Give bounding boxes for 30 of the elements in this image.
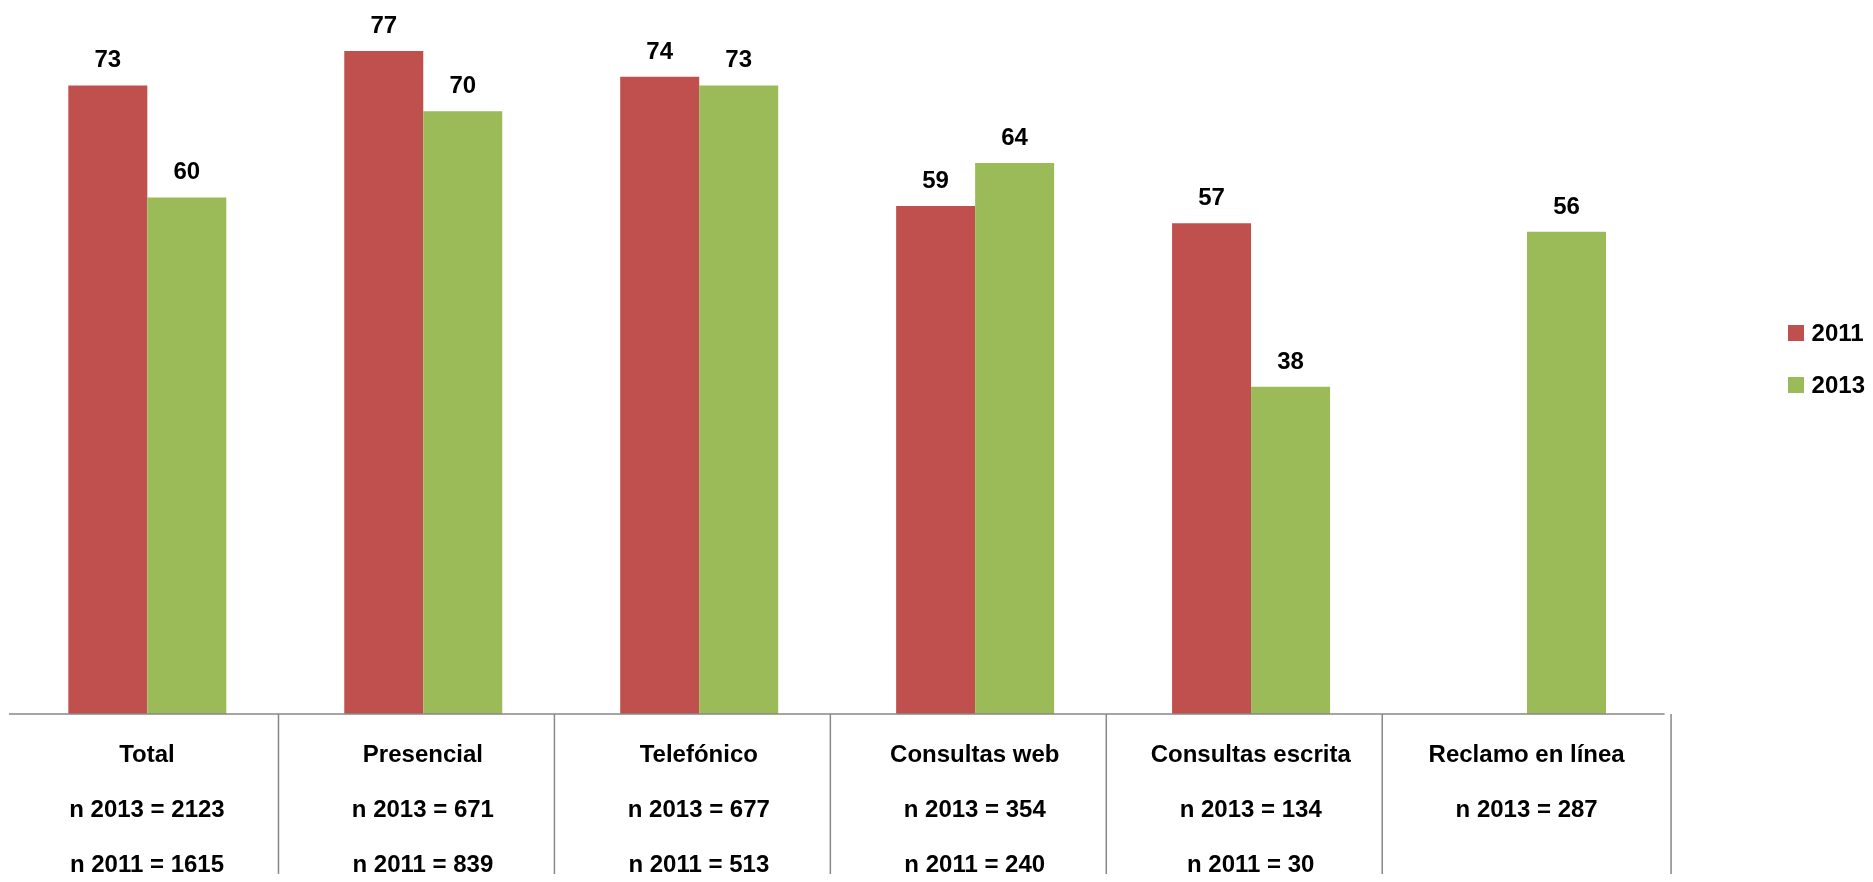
x-tick-label: Total n 2013 = 2123 n 2011 = 1615 [69, 740, 225, 877]
data-label: 59 [922, 165, 949, 193]
bar [620, 76, 700, 714]
data-label: 70 [449, 71, 477, 99]
data-label: 60 [173, 157, 201, 185]
x-tick-label: Presencial n 2013 = 671 n 2011 = 839 [351, 740, 494, 877]
data-label: 57 [1198, 183, 1225, 211]
bar [147, 197, 227, 714]
legend-label: 2013 [1811, 371, 1865, 399]
data-label: 77 [370, 11, 398, 38]
data-label: 56 [1553, 191, 1580, 219]
bar [699, 85, 779, 714]
data-label: 64 [1001, 122, 1029, 150]
bar [975, 162, 1055, 714]
x-tick-label: Consultas web n 2013 = 354 n 2011 = 240 [890, 740, 1060, 877]
bar [68, 85, 148, 714]
data-label: 74 [646, 36, 674, 64]
bar [344, 51, 424, 714]
x-tick-label: Reclamo en línea n 2013 = 287 [1428, 740, 1626, 822]
bar [896, 205, 976, 714]
data-label: 38 [1277, 346, 1304, 374]
x-tick-label: Consultas escrita n 2013 = 134 n 2011 = 30 [1150, 740, 1352, 877]
bar [1251, 386, 1331, 714]
data-label: 73 [725, 45, 753, 73]
x-tick-label: Telefónico n 2013 = 677 n 2011 = 513 [627, 740, 770, 877]
legend-label: 2011 [1811, 319, 1864, 347]
bar [1527, 231, 1606, 714]
bar [1172, 223, 1252, 714]
data-label: 73 [94, 45, 122, 73]
bar [423, 111, 503, 714]
